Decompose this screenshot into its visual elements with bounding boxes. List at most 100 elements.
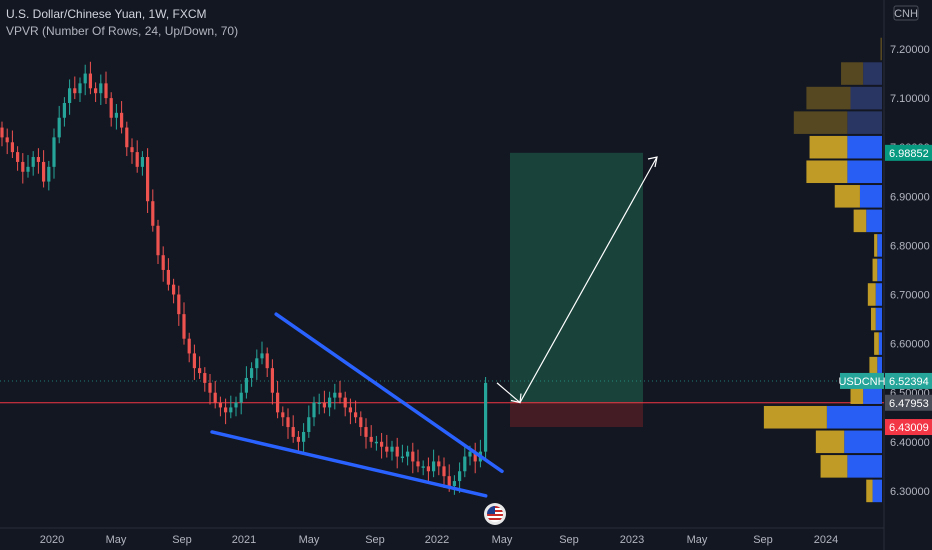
candle-body[interactable] — [130, 147, 134, 153]
candle-body[interactable] — [359, 417, 363, 428]
candle-body[interactable] — [411, 451, 415, 462]
stop-zone[interactable] — [510, 402, 643, 428]
candle-body[interactable] — [99, 83, 103, 94]
candle-body[interactable] — [255, 358, 259, 369]
candle-body[interactable] — [192, 353, 196, 369]
candle-body[interactable] — [447, 476, 451, 486]
candle-body[interactable] — [333, 392, 337, 398]
candle-body[interactable] — [208, 382, 212, 393]
candle-body[interactable] — [10, 142, 14, 153]
candle-body[interactable] — [213, 392, 217, 403]
currency-unit-box[interactable] — [893, 5, 919, 21]
candle-body[interactable] — [151, 201, 155, 226]
candle-body[interactable] — [302, 431, 306, 442]
candle-body[interactable] — [322, 402, 326, 408]
indicator-title[interactable]: VPVR (Number Of Rows, 24, Up/Down, 70) — [6, 24, 239, 38]
candle-body[interactable] — [291, 427, 295, 437]
price-tag-box[interactable] — [885, 144, 932, 161]
candle-body[interactable] — [260, 353, 264, 359]
price-tag-box[interactable] — [885, 372, 932, 389]
candle-body[interactable] — [354, 412, 358, 418]
candle-body[interactable] — [218, 402, 222, 408]
candle-body[interactable] — [265, 353, 269, 369]
candle-body[interactable] — [400, 456, 404, 459]
candle-body[interactable] — [156, 225, 160, 256]
candle-body[interactable] — [473, 451, 477, 462]
candle-body[interactable] — [224, 407, 228, 413]
candle-body[interactable] — [234, 402, 238, 408]
symbol-title[interactable]: U.S. Dollar/Chinese Yuan, 1W, FXCM — [6, 7, 207, 21]
candle-body[interactable] — [307, 417, 311, 432]
candle-body[interactable] — [5, 137, 9, 143]
candle-body[interactable] — [52, 137, 56, 167]
candle-body[interactable] — [146, 157, 150, 202]
candle-body[interactable] — [406, 451, 410, 457]
candle-body[interactable] — [452, 481, 456, 486]
candle-body[interactable] — [276, 392, 280, 413]
candle-body[interactable] — [317, 402, 321, 405]
candle-body[interactable] — [203, 373, 207, 383]
candle-body[interactable] — [36, 157, 40, 162]
candle-body[interactable] — [369, 436, 373, 442]
candle-body[interactable] — [286, 417, 290, 428]
candle-body[interactable] — [421, 466, 425, 468]
candle-body[interactable] — [416, 461, 420, 467]
candle-body[interactable] — [338, 392, 342, 398]
candle-body[interactable] — [0, 127, 4, 138]
candle-body[interactable] — [380, 441, 384, 447]
trendline-upper[interactable] — [274, 312, 504, 474]
target-zone[interactable] — [510, 152, 643, 403]
candle-body[interactable] — [109, 98, 113, 118]
candle-body[interactable] — [26, 166, 30, 172]
candle-body[interactable] — [21, 161, 25, 172]
candle-body[interactable] — [140, 157, 144, 167]
candle-body[interactable] — [187, 338, 191, 354]
candle-body[interactable] — [432, 461, 436, 472]
candle-body[interactable] — [463, 456, 467, 472]
candle-body[interactable] — [395, 446, 399, 457]
candle-body[interactable] — [385, 446, 389, 452]
price-tag-box[interactable] — [885, 419, 932, 436]
candle-body[interactable] — [244, 377, 248, 393]
candle-body[interactable] — [166, 269, 170, 285]
us-flag-icon[interactable] — [484, 503, 506, 525]
candle-body[interactable] — [94, 88, 98, 94]
candle-body[interactable] — [57, 117, 61, 138]
candle-body[interactable] — [62, 103, 66, 118]
candle-body[interactable] — [442, 466, 446, 477]
trendline-lower[interactable] — [210, 430, 488, 498]
candle-body[interactable] — [73, 88, 77, 94]
candle-body[interactable] — [42, 161, 46, 182]
candle-body[interactable] — [125, 127, 129, 148]
candle-body[interactable] — [31, 157, 35, 167]
candle-body[interactable] — [468, 451, 472, 457]
candle-body[interactable] — [172, 284, 176, 295]
candle-body[interactable] — [47, 166, 51, 182]
candle-body[interactable] — [239, 392, 243, 403]
candle-body[interactable] — [120, 112, 124, 128]
candle-body[interactable] — [182, 314, 186, 339]
candle-body[interactable] — [281, 412, 285, 418]
candle-body[interactable] — [229, 407, 233, 413]
candle-body[interactable] — [68, 88, 72, 104]
candle-body[interactable] — [270, 368, 274, 393]
candle-body[interactable] — [83, 73, 87, 84]
candle-body[interactable] — [312, 402, 316, 418]
candle-body[interactable] — [484, 382, 488, 452]
candle-body[interactable] — [250, 368, 254, 378]
candle-body[interactable] — [364, 427, 368, 437]
candle-body[interactable] — [343, 397, 347, 408]
candle-body[interactable] — [458, 471, 462, 482]
candle-body[interactable] — [348, 407, 352, 413]
candle-body[interactable] — [161, 255, 165, 270]
candle-body[interactable] — [135, 152, 139, 167]
candle-body[interactable] — [16, 152, 20, 162]
symbol-tag-box[interactable] — [840, 372, 884, 389]
candle-body[interactable] — [114, 112, 118, 118]
candle-body[interactable] — [390, 446, 394, 452]
candle-body[interactable] — [177, 294, 181, 315]
candle-body[interactable] — [328, 397, 332, 408]
candle-body[interactable] — [78, 83, 82, 94]
candle-body[interactable] — [296, 436, 300, 442]
